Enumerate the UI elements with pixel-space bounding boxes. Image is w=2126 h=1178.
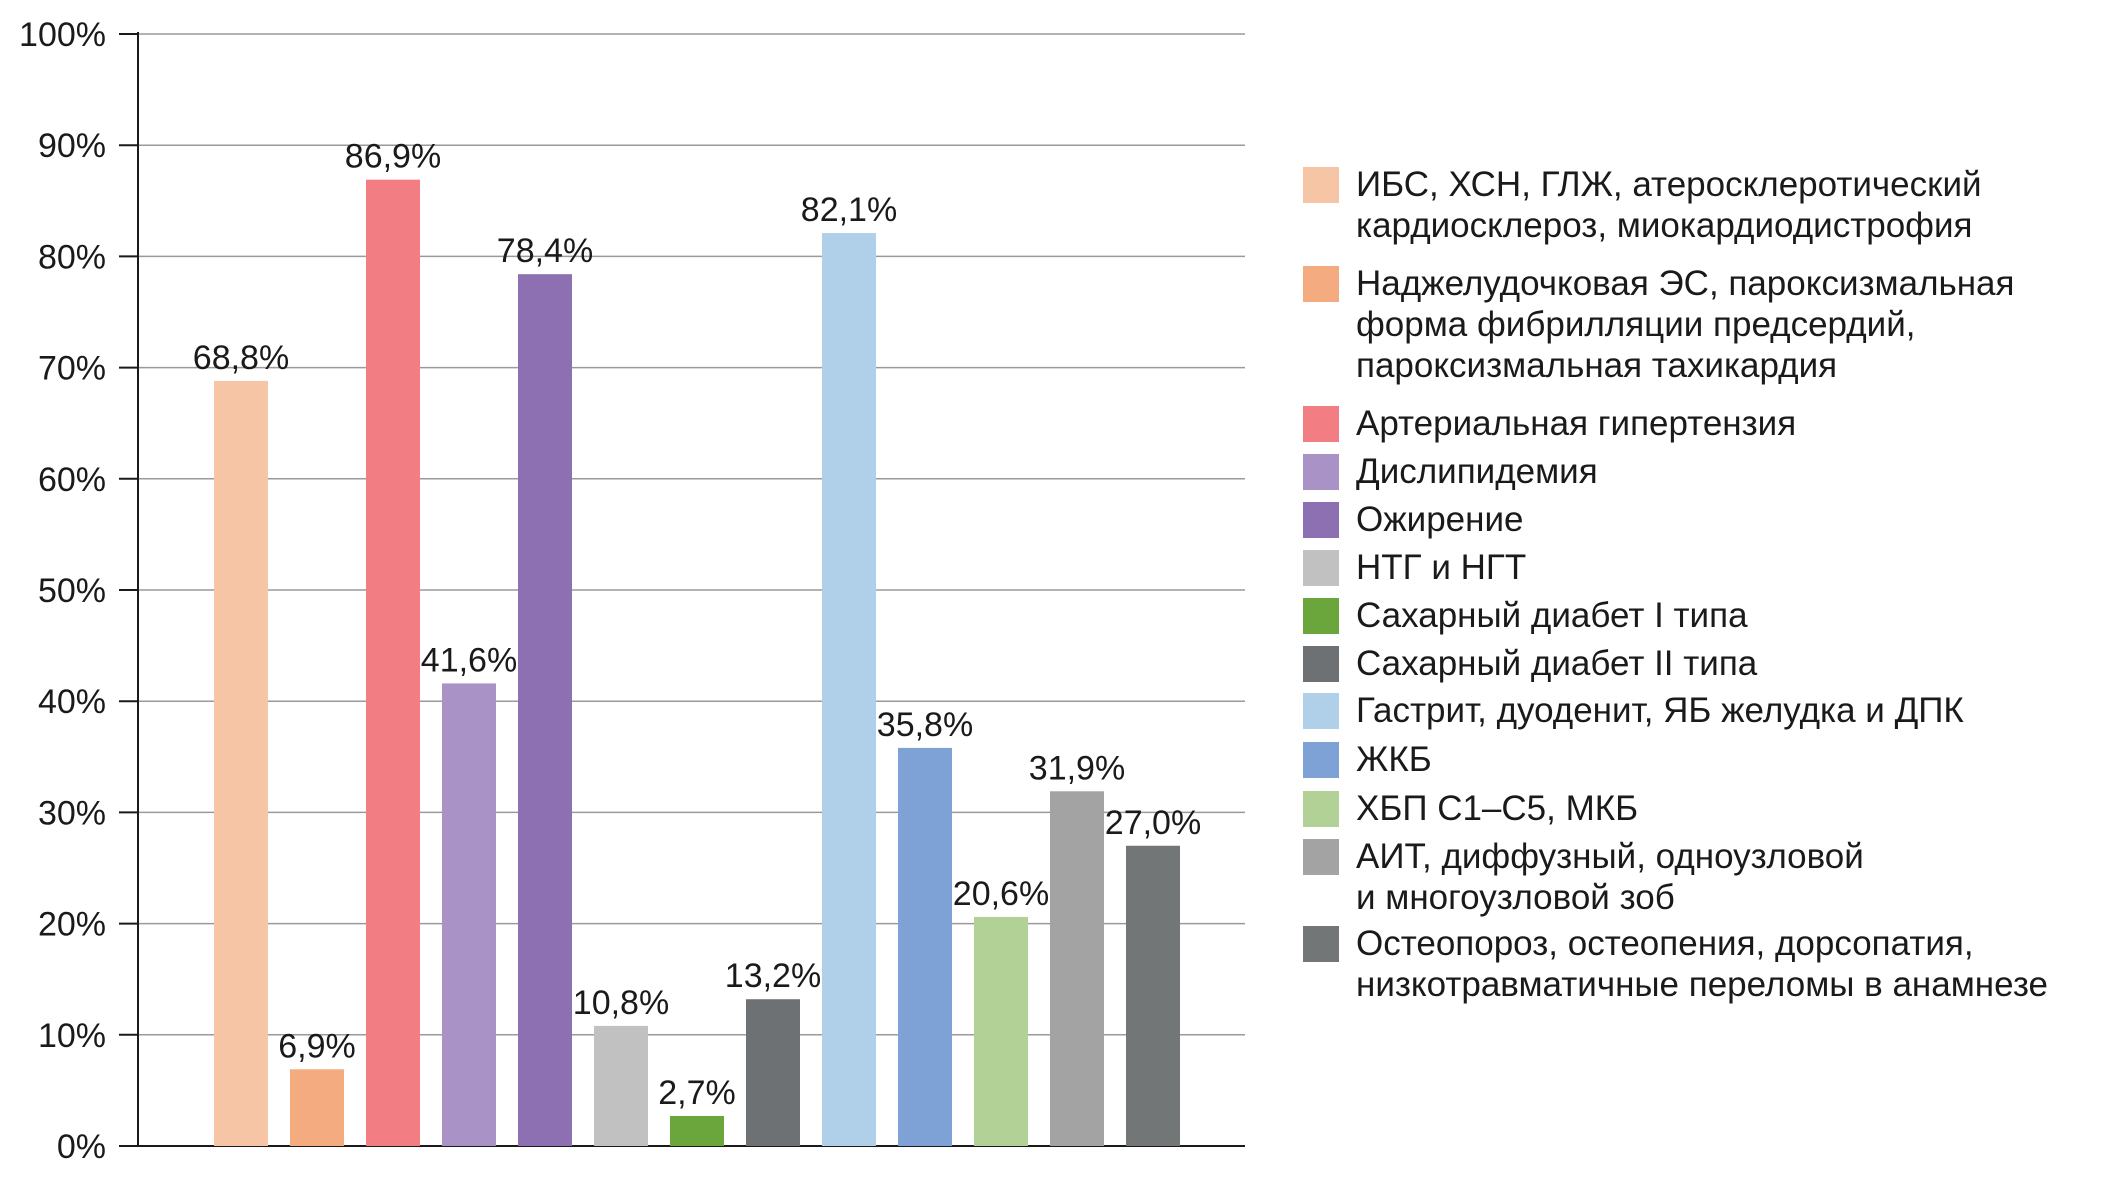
legend-swatch [1303,839,1339,875]
legend-label: Артериальная гипертензия [1356,404,1796,443]
data-label: 27,0% [1105,804,1201,842]
y-tick-label: 0% [57,1128,106,1166]
bar [822,233,876,1147]
legend-swatch [1303,502,1339,538]
bar [1126,845,1180,1146]
legend-swatch [1303,646,1339,682]
legend-swatch [1303,406,1339,442]
legend-swatch [1303,454,1339,490]
data-label: 20,6% [953,875,1049,913]
bar [898,747,952,1146]
legend-item: Дислипидемия [1303,452,1598,491]
legend-swatch [1303,167,1339,203]
bar [1050,791,1104,1146]
y-tick-label: 30% [38,794,106,832]
data-labels: 68,8% 6,9% 86,9% 41,6% 78,4% 10,8% 2,7% 13,2% 82… [193,138,1201,1112]
data-label: 31,9% [1029,749,1125,787]
legend-item: Сахарный диабет I типа [1303,596,1748,635]
y-tick-label: 50% [38,572,106,610]
data-label: 82,1% [801,191,897,229]
bar [518,274,572,1146]
bar [366,179,420,1146]
legend-label: Сахарный диабет II типа [1356,644,1758,683]
y-tick-label: 90% [38,127,106,165]
legend-label: АИТ, диффузный, одноузловой [1356,837,1864,876]
legend-label: низкотравматичные переломы в анамнезе [1356,965,2048,1004]
legend-label: и многоузловой зоб [1356,878,1675,917]
legend-swatch [1303,742,1339,778]
y-axis: 0% 10% 20% 30% 40% 50% 60% 70% 80% 90% 100% [19,16,1245,1166]
data-label: 78,4% [497,232,593,270]
y-tick-label: 60% [38,461,106,499]
legend-swatch [1303,550,1339,586]
legend-item: Гастрит, дуоденит, ЯБ желудка и ДПК [1303,691,1964,730]
y-tick-label: 100% [19,16,106,54]
legend-label: Остеопороз, остеопения, дорсопатия, [1356,924,1974,963]
gridlines [138,33,1245,1036]
legend-item: НТГ и НГТ [1303,548,1526,587]
bars [214,179,1180,1147]
bar [746,999,800,1146]
legend-item: Остеопороз, остеопения, дорсопатия,низко… [1303,924,2048,1004]
data-label: 68,8% [193,339,289,377]
legend-label: форма фибрилляции предсердий, [1356,305,1915,344]
y-tick-label: 40% [38,683,106,721]
legend-label: Сахарный диабет I типа [1356,596,1748,635]
legend-swatch [1303,791,1339,827]
bar [214,380,268,1147]
legend-swatch [1303,266,1339,302]
legend-label: Ожирение [1356,500,1523,539]
legend-item: Наджелудочковая ЭС, пароксизмальнаяформа… [1303,264,2014,385]
legend-swatch [1303,693,1339,729]
data-label: 6,9% [278,1027,356,1065]
y-tick-label: 20% [38,906,106,944]
legend-label: Наджелудочковая ЭС, пароксизмальная [1356,264,2014,303]
bar [290,1069,344,1146]
data-label: 13,2% [725,957,821,995]
legend-swatch [1303,598,1339,634]
legend-label: Гастрит, дуоденит, ЯБ желудка и ДПК [1356,691,1964,730]
y-tick-label: 10% [38,1017,106,1055]
data-label: 10,8% [573,984,669,1022]
data-label: 86,9% [345,138,441,176]
data-label: 2,7% [658,1074,736,1112]
bar [974,916,1028,1146]
legend-label: ХБП С1–С5, МКБ [1356,789,1638,828]
data-label: 41,6% [421,641,517,679]
legend-item: ХБП С1–С5, МКБ [1303,789,1638,828]
legend-item: ИБС, ХСН, ГЛЖ, атеросклеротическийкардио… [1303,165,1982,245]
legend: ИБС, ХСН, ГЛЖ, атеросклеротическийкардио… [1303,165,2048,1004]
legend-label: ИБС, ХСН, ГЛЖ, атеросклеротический [1356,165,1982,204]
y-tick-label: 70% [38,350,106,388]
bar [594,1025,648,1146]
legend-swatch [1303,926,1339,962]
legend-item: Сахарный диабет II типа [1303,644,1758,683]
bar [670,1115,724,1146]
legend-label: НТГ и НГТ [1356,548,1526,587]
legend-label: Дислипидемия [1356,452,1598,491]
legend-item: ЖКБ [1303,740,1432,779]
legend-label: пароксизмальная тахикардия [1356,346,1837,385]
legend-label: кардиосклероз, миокардиодистрофия [1356,206,1972,245]
y-tick-label: 80% [38,238,106,276]
bar [442,683,496,1146]
legend-label: ЖКБ [1356,740,1432,779]
legend-item: Ожирение [1303,500,1523,539]
data-label: 35,8% [877,706,973,744]
legend-item: Артериальная гипертензия [1303,404,1796,443]
